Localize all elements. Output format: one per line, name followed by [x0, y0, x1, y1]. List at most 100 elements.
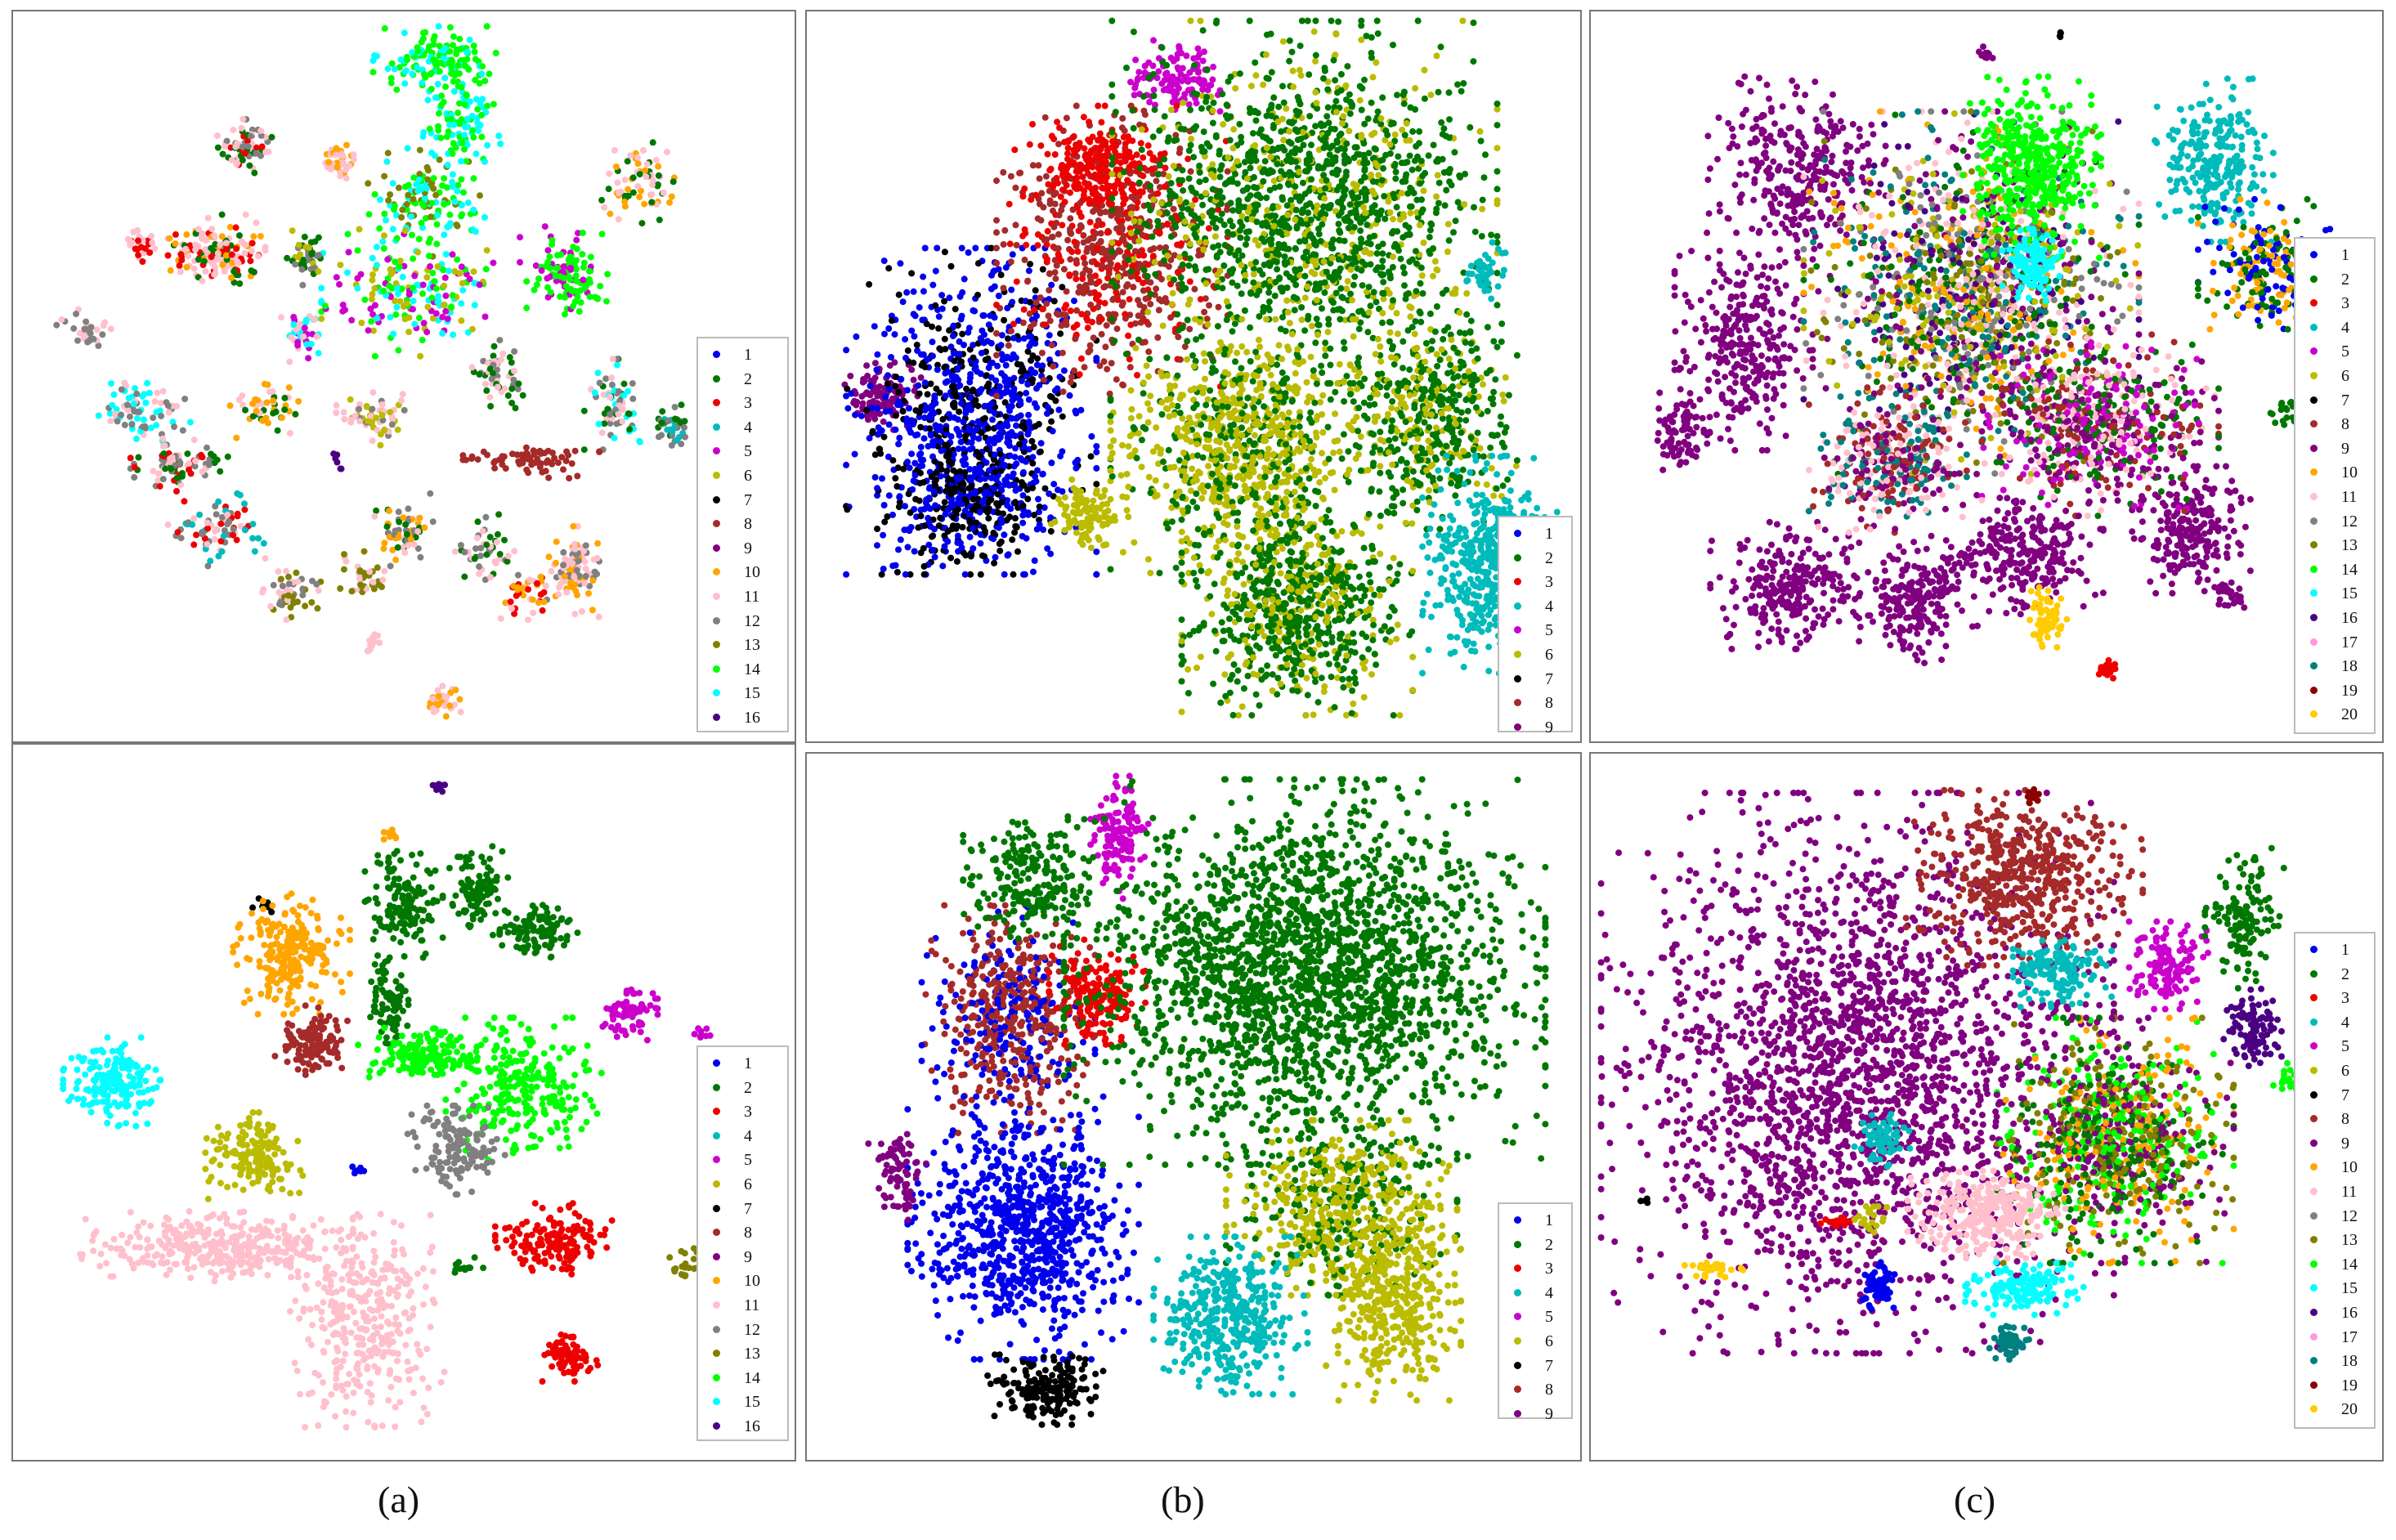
scatter-point	[896, 493, 903, 500]
scatter-point	[1063, 321, 1070, 329]
scatter-point	[506, 354, 513, 361]
scatter-point	[995, 524, 1002, 531]
scatter-point	[1122, 158, 1129, 165]
scatter-point	[377, 431, 384, 438]
scatter-point	[1059, 311, 1066, 318]
scatter-point	[1100, 358, 1108, 365]
scatter-point	[1086, 347, 1094, 354]
legend-marker	[713, 399, 720, 407]
scatter-point	[1099, 196, 1106, 204]
legend-entry-12: 12	[698, 610, 787, 633]
scatter-point	[1031, 512, 1038, 518]
scatter-point	[1420, 187, 1427, 195]
scatter-point	[1283, 105, 1290, 112]
scatter-point	[956, 338, 963, 345]
scatter-point	[307, 340, 315, 347]
scatter-point	[954, 416, 961, 423]
scatter-point	[902, 354, 909, 361]
scatter-point	[1081, 364, 1088, 371]
scatter-point	[937, 514, 944, 522]
scatter-point	[486, 393, 494, 401]
scatter-point	[139, 423, 146, 431]
scatter-point	[586, 279, 593, 286]
scatter-point	[1207, 351, 1214, 358]
legend-label: 13	[744, 635, 760, 655]
scatter-point	[1011, 454, 1019, 461]
scatter-point	[1061, 199, 1068, 206]
scatter-point	[893, 569, 901, 575]
scatter-point	[970, 525, 976, 532]
scatter-point	[1102, 343, 1109, 351]
scatter-point	[285, 384, 293, 392]
scatter-point	[991, 410, 998, 417]
scatter-point	[1145, 59, 1153, 66]
scatter-point	[435, 110, 442, 117]
scatter-point	[1177, 71, 1185, 78]
scatter-point	[435, 123, 441, 130]
scatter-point	[1000, 241, 1007, 248]
scatter-point	[426, 125, 433, 132]
scatter-point	[932, 469, 939, 477]
scatter-point	[1234, 282, 1241, 289]
scatter-point	[996, 450, 1004, 458]
scatter-point	[95, 342, 102, 349]
scatter-point	[997, 271, 1005, 279]
scatter-point	[1058, 322, 1065, 329]
scatter-point	[561, 311, 568, 318]
scatter-point	[903, 289, 911, 296]
scatter-point	[533, 281, 540, 289]
scatter-point	[976, 508, 983, 516]
scatter-point	[966, 518, 974, 526]
scatter-point	[1067, 307, 1074, 315]
scatter-point	[1020, 448, 1028, 455]
scatter-point	[402, 521, 410, 528]
scatter-point	[1379, 319, 1386, 326]
scatter-point	[1050, 207, 1056, 214]
scatter-point	[951, 387, 958, 395]
scatter-point	[1027, 261, 1034, 268]
a_top-cluster-16	[333, 389, 408, 449]
scatter-point	[259, 417, 266, 424]
scatter-point	[624, 158, 631, 165]
scatter-point	[1036, 522, 1043, 528]
scatter-point	[667, 426, 674, 433]
scatter-point	[389, 546, 396, 553]
scatter-point	[486, 365, 494, 373]
scatter-point	[367, 413, 374, 420]
scatter-point	[318, 284, 325, 292]
scatter-point	[1336, 360, 1343, 368]
scatter-point	[248, 267, 255, 275]
scatter-point	[199, 230, 206, 237]
scatter-point	[294, 578, 302, 585]
legend-entry-2: 2	[698, 368, 787, 391]
scatter-point	[184, 450, 191, 458]
scatter-point	[422, 29, 429, 36]
scatter-point	[507, 598, 514, 606]
scatter-point	[1038, 190, 1046, 197]
scatter-point	[601, 410, 608, 417]
scatter-point	[907, 571, 914, 578]
scatter-point	[843, 461, 850, 468]
scatter-point	[300, 257, 307, 263]
scatter-point	[381, 567, 388, 575]
scatter-point	[960, 419, 967, 426]
scatter-point	[934, 361, 941, 369]
scatter-point	[894, 464, 902, 472]
scatter-point	[642, 167, 649, 174]
scatter-point	[196, 511, 204, 518]
scatter-point	[1161, 183, 1168, 190]
scatter-point	[1133, 151, 1140, 159]
scatter-point	[1079, 275, 1086, 282]
scatter-point	[1108, 17, 1116, 25]
scatter-point	[199, 530, 206, 538]
scatter-point	[445, 128, 452, 135]
scatter-point	[228, 274, 235, 281]
scatter-point	[235, 396, 243, 404]
scatter-point	[1080, 284, 1087, 292]
scatter-point	[457, 46, 464, 53]
scatter-point	[346, 163, 353, 169]
scatter-point	[1108, 161, 1116, 168]
legend-entry-4: 4	[698, 416, 787, 439]
scatter-point	[654, 182, 661, 190]
scatter-point	[1010, 374, 1018, 382]
